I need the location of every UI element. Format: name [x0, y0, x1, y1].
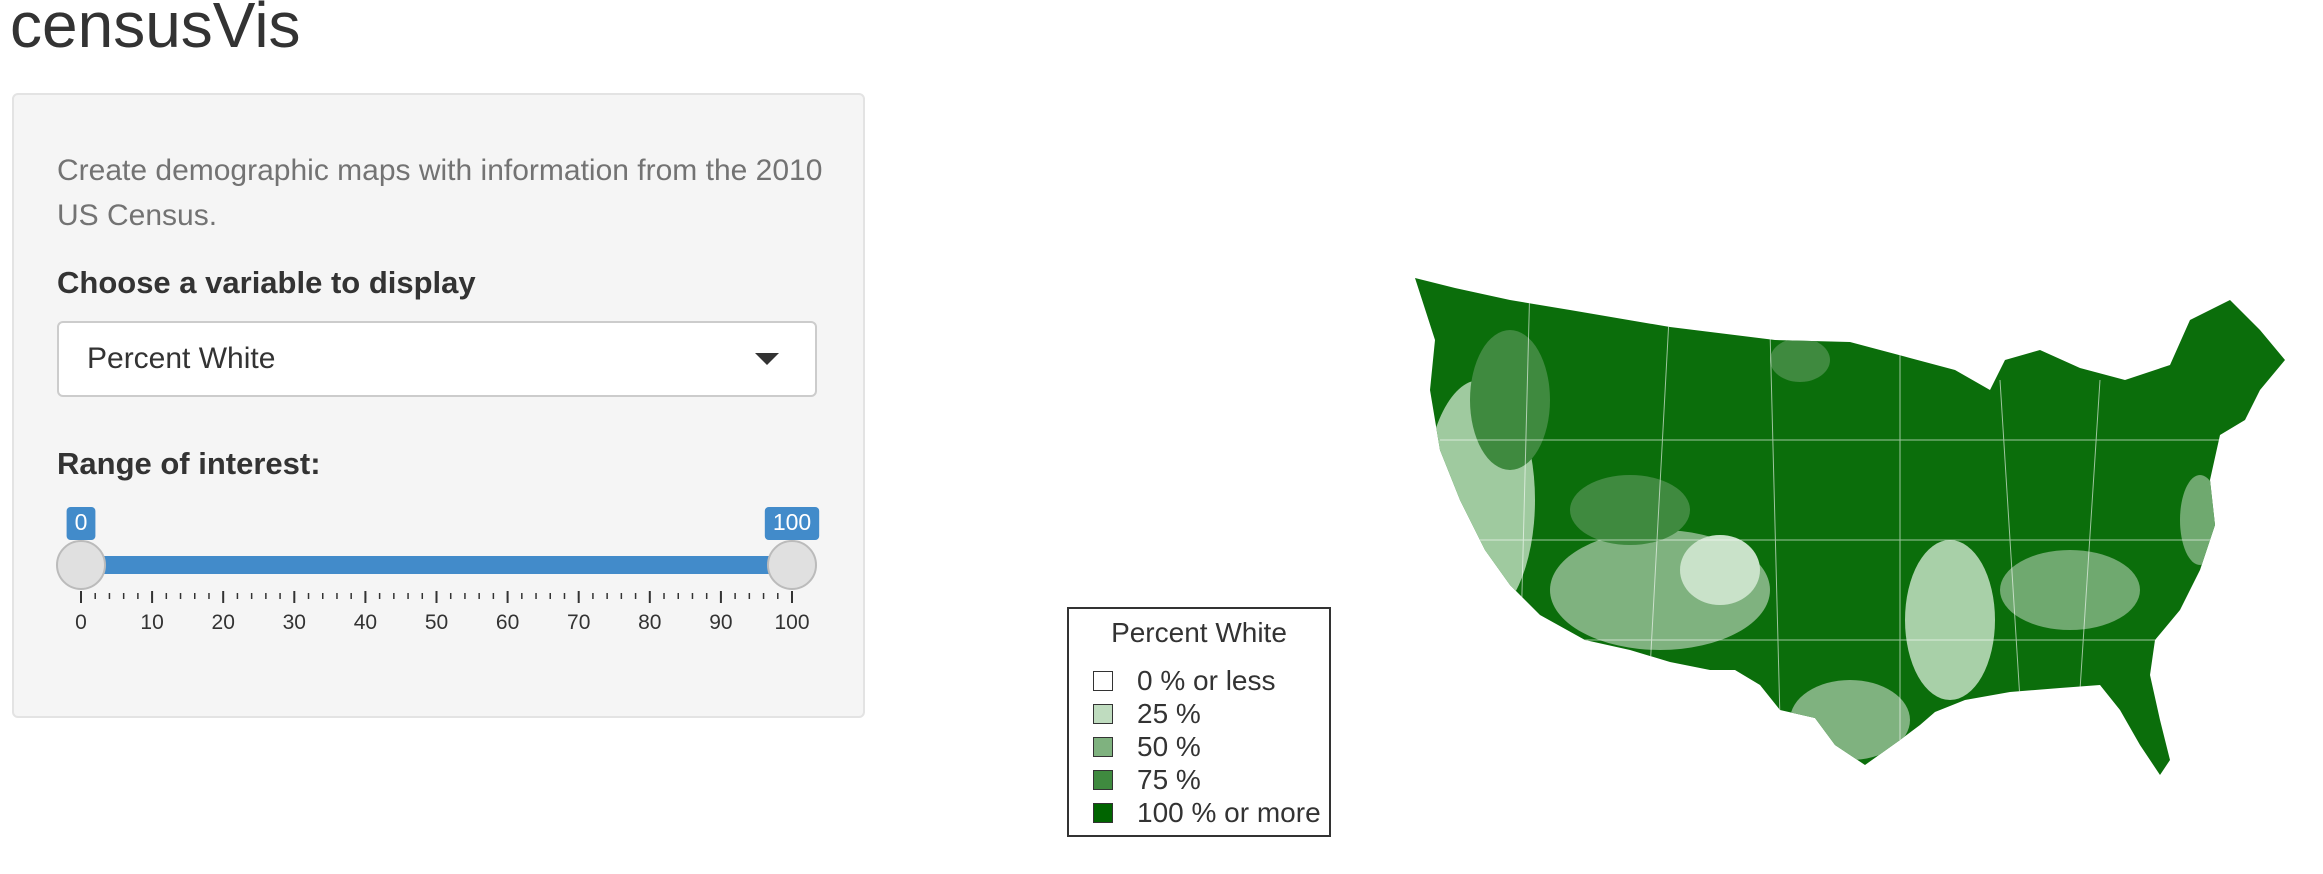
map-legend: Percent White 0 % or less 25 % 50 % 75 % 100… — [1067, 607, 1331, 837]
legend-swatch — [1093, 803, 1113, 823]
tick-label: 90 — [709, 611, 732, 634]
tick-label: 60 — [496, 611, 519, 634]
legend-title: Percent White — [1111, 617, 1287, 648]
legend-label: 0 % or less — [1137, 665, 1276, 696]
slider-bar — [81, 556, 792, 574]
dropdown-caret — [755, 353, 779, 365]
legend-swatch — [1093, 671, 1113, 691]
slider-value-box — [66, 507, 96, 540]
legend-label: 100 % or more — [1137, 797, 1321, 828]
slider-handle[interactable] — [56, 540, 106, 590]
legend-entry: 25 % — [1093, 698, 1201, 730]
tick-label: 20 — [212, 611, 235, 634]
slider-value-box — [764, 507, 820, 540]
slider-value: 0 — [75, 509, 88, 535]
slider-label: Range of interest: — [57, 446, 321, 481]
sidebar-panel — [12, 93, 865, 718]
app-title: censusVis — [10, 0, 301, 61]
range-slider[interactable]: 0 10 20 30 40 50 60 70 80 90 100 0 100 — [0, 490, 880, 650]
tick-label: 30 — [283, 611, 306, 634]
legend-swatch — [1093, 737, 1113, 757]
legend-entry: 50 % — [1093, 731, 1201, 763]
legend-label: 50 % — [1137, 731, 1201, 762]
legend-entry: 100 % or more — [1093, 797, 1321, 829]
slider-value: 100 — [773, 509, 811, 535]
slider-handle[interactable] — [767, 540, 817, 590]
tick-label: 50 — [425, 611, 448, 634]
us-map — [1415, 278, 2285, 775]
tick-label: 70 — [567, 611, 590, 634]
tick-label: 100 — [774, 611, 809, 634]
legend-swatch — [1093, 704, 1113, 724]
help-text: Create demographic maps with information… — [57, 154, 823, 232]
tick-label: 40 — [354, 611, 377, 634]
legend-label: 75 % — [1137, 764, 1201, 795]
legend-entry: 75 % — [1093, 764, 1201, 796]
legend-swatch — [1093, 770, 1113, 790]
tick-label: 80 — [638, 611, 661, 634]
legend-entry: 0 % or less — [1093, 665, 1276, 697]
select-value: Percent White — [87, 342, 276, 375]
legend-label: 25 % — [1137, 698, 1201, 729]
tick-label: 0 — [75, 611, 87, 634]
select-label: Choose a variable to display — [57, 265, 476, 300]
tick-label: 10 — [140, 611, 163, 634]
variable-select[interactable]: Percent White — [57, 321, 817, 397]
